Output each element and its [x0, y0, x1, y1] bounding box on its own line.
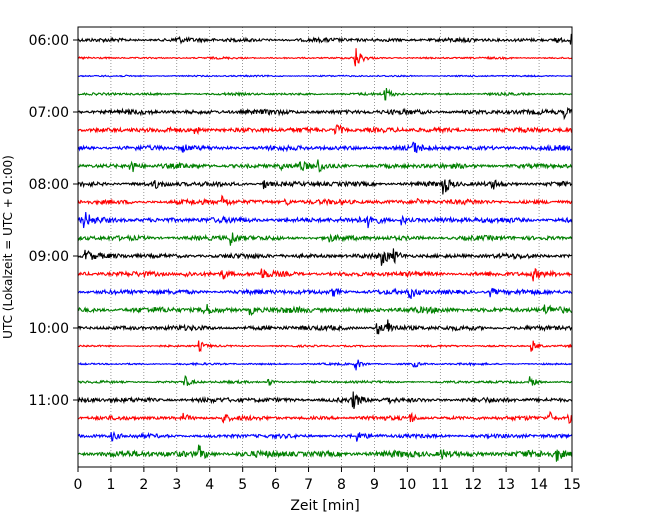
trace-0915-red [77, 267, 573, 282]
x-tick-label-15: 15 [563, 477, 581, 493]
x-tick-label-13: 13 [497, 477, 515, 493]
x-tick-label-5: 5 [238, 477, 247, 493]
trace-0845-green [77, 232, 573, 246]
x-tick-label-3: 3 [172, 477, 181, 493]
trace-0645-green [77, 87, 573, 101]
x-tick-label-0: 0 [74, 477, 83, 493]
y-tick-label-1: 07:00 [29, 105, 69, 121]
trace-0630-blue [77, 74, 573, 78]
trace-1100-black [77, 391, 573, 409]
y-axis-label: UTC (Lokalzeit = UTC + 01:00) [1, 155, 15, 339]
x-tick-label-1: 1 [106, 477, 115, 493]
y-tick-label-2: 08:00 [29, 177, 69, 193]
trace-0945-green [77, 304, 573, 317]
trace-1030-blue [77, 359, 573, 371]
trace-series [77, 33, 573, 462]
trace-1015-red [77, 340, 573, 353]
trace-0830-blue [77, 211, 573, 229]
trace-0745-green [77, 159, 573, 173]
x-tick-label-12: 12 [464, 477, 482, 493]
y-tick-label-0: 06:00 [29, 33, 69, 49]
y-tick-label-3: 09:00 [29, 249, 69, 265]
x-tick-label-6: 6 [271, 477, 280, 493]
x-tick-label-2: 2 [139, 477, 148, 493]
x-tick-label-9: 9 [370, 477, 379, 493]
plot-frame [77, 26, 573, 468]
trace-1145-green [77, 444, 573, 462]
trace-1115-red [77, 410, 573, 424]
x-tick-label-4: 4 [205, 477, 214, 493]
x-tick-label-8: 8 [337, 477, 346, 493]
trace-0900-black [77, 248, 573, 266]
x-tick-label-14: 14 [530, 477, 548, 493]
trace-0700-black [77, 106, 573, 121]
y-tick-label-4: 10:00 [29, 321, 69, 337]
trace-0715-red [77, 123, 573, 136]
trace-1000-black [77, 319, 573, 335]
trace-0600-black [77, 33, 573, 45]
trace-0815-red [77, 194, 573, 207]
y-axis-ticks: 06:00 07:00 08:00 09:00 10:00 11:00 [29, 33, 78, 409]
trace-0730-blue [77, 141, 573, 154]
x-tick-label-11: 11 [431, 477, 449, 493]
x-axis-label: Zeit [min] [290, 498, 359, 514]
trace-1130-blue [77, 430, 573, 442]
x-tick-label-10: 10 [398, 477, 416, 493]
trace-0800-black [77, 179, 573, 195]
trace-0615-red [77, 48, 573, 67]
y-tick-label-5: 11:00 [29, 393, 69, 409]
trace-0930-blue [77, 287, 573, 299]
x-axis-ticks: 0 1 2 3 4 5 6 7 8 9 10 11 12 13 14 15 [74, 467, 581, 493]
x-tick-label-7: 7 [304, 477, 313, 493]
trace-1045-green [77, 374, 573, 386]
